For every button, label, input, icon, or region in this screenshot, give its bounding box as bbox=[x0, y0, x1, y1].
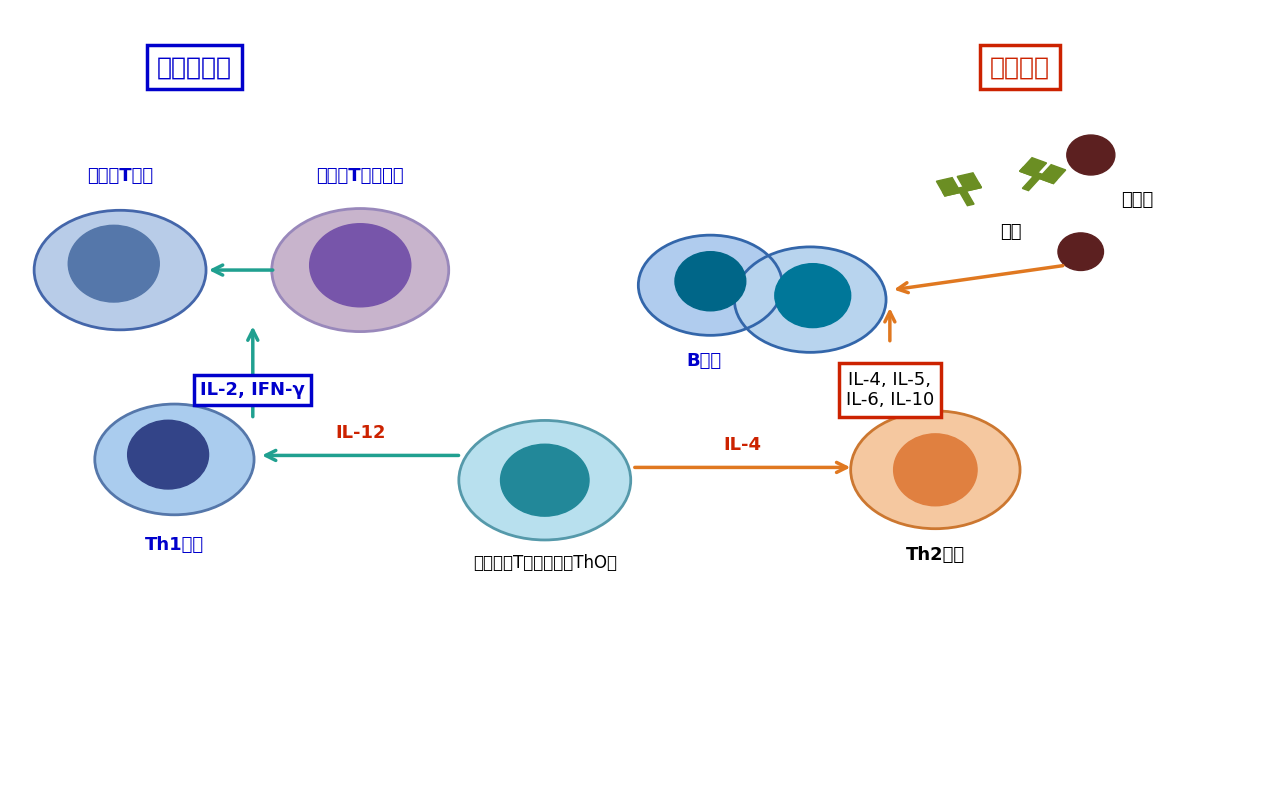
Ellipse shape bbox=[894, 434, 977, 506]
Text: 抗体: 抗体 bbox=[1000, 223, 1023, 240]
Polygon shape bbox=[957, 173, 981, 191]
Text: 細胞性免疫: 細胞性免疫 bbox=[157, 55, 233, 79]
Polygon shape bbox=[959, 190, 975, 205]
Ellipse shape bbox=[675, 252, 746, 311]
Polygon shape bbox=[1020, 167, 1057, 184]
Polygon shape bbox=[1039, 165, 1066, 184]
Ellipse shape bbox=[851, 411, 1020, 529]
Ellipse shape bbox=[272, 209, 449, 332]
Text: Th2細胞: Th2細胞 bbox=[906, 547, 964, 564]
Ellipse shape bbox=[68, 225, 159, 302]
Ellipse shape bbox=[310, 224, 411, 307]
Ellipse shape bbox=[638, 235, 782, 336]
Ellipse shape bbox=[459, 420, 631, 540]
Polygon shape bbox=[1023, 175, 1040, 191]
Ellipse shape bbox=[1067, 135, 1115, 175]
Polygon shape bbox=[1020, 157, 1047, 177]
Text: ヘルパーT前駆細胞（ThO）: ヘルパーT前駆細胞（ThO） bbox=[473, 555, 617, 572]
Text: Th1細胞: Th1細胞 bbox=[145, 536, 204, 554]
Polygon shape bbox=[937, 177, 961, 196]
Text: IL-4: IL-4 bbox=[723, 436, 761, 454]
Ellipse shape bbox=[734, 247, 886, 352]
Ellipse shape bbox=[501, 444, 589, 516]
Ellipse shape bbox=[95, 404, 254, 515]
Ellipse shape bbox=[775, 264, 851, 328]
Polygon shape bbox=[943, 183, 981, 196]
Text: B細胞: B細胞 bbox=[686, 352, 722, 370]
Text: IL-12: IL-12 bbox=[335, 424, 386, 442]
Text: 病原体: 病原体 bbox=[1121, 191, 1154, 209]
Text: IL-2, IFN-γ: IL-2, IFN-γ bbox=[201, 381, 305, 399]
Ellipse shape bbox=[128, 420, 209, 489]
Ellipse shape bbox=[1058, 233, 1103, 270]
Text: IL-4, IL-5,
IL-6, IL-10: IL-4, IL-5, IL-6, IL-10 bbox=[846, 371, 934, 409]
Text: キラーT前駆細胞: キラーT前駆細胞 bbox=[316, 167, 404, 185]
Text: キラーT細胞: キラーT細胞 bbox=[87, 167, 153, 185]
Ellipse shape bbox=[34, 210, 206, 330]
Text: 液性免疫: 液性免疫 bbox=[990, 55, 1050, 79]
